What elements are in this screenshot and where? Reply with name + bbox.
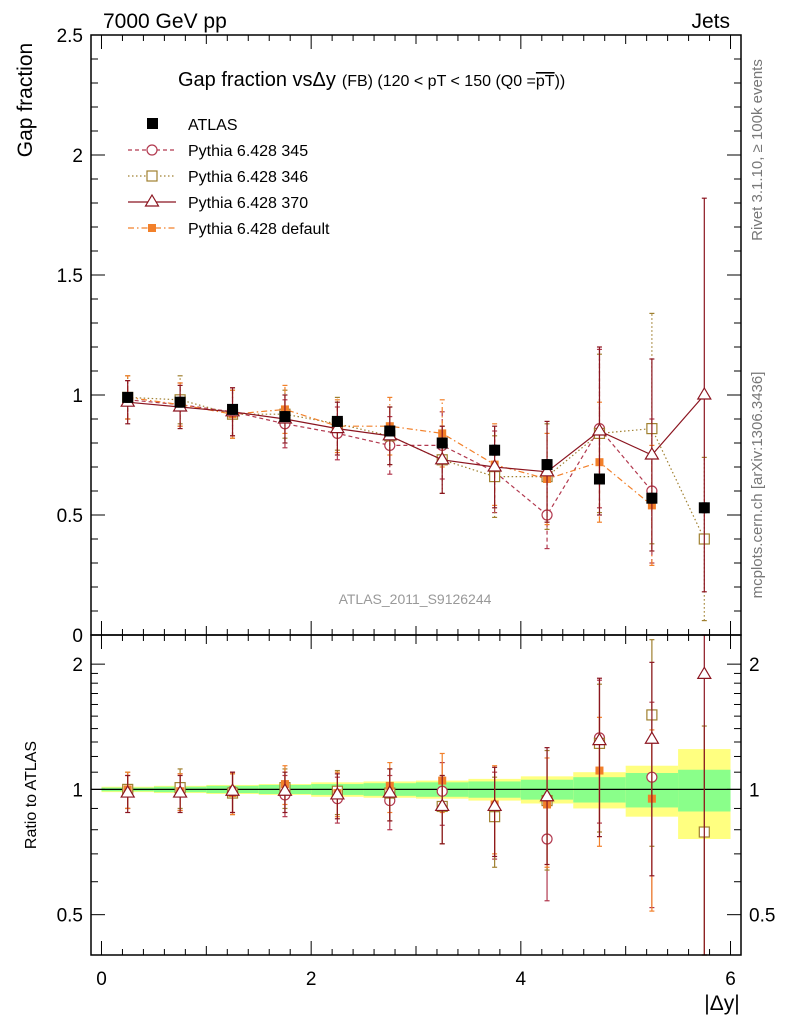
main-point-p370 [644,446,660,460]
xtick-label: 6 [725,969,736,990]
legend-label-p346: Pythia 6.428 346 [188,169,308,186]
main-ytick-label: 1.5 [57,266,83,287]
ratio-point-p370 [539,788,555,802]
ratio-point-p370 [277,783,293,796]
ratio-point-p370 [434,798,450,812]
xlabel: |Δy| [704,992,739,1015]
legend-entry-p345: Pythia 6.428 345 [128,143,308,160]
ratio-point-p370 [487,798,503,812]
legend-entry-pdef: Pythia 6.428 default [128,221,330,238]
legend-marker-p370 [144,193,160,207]
legend-marker-p345 [146,144,158,156]
main-plot-layer [120,197,712,622]
ratio-point-p370 [329,786,345,800]
title-delta: Δy [313,69,336,91]
main-point-atlas [489,444,501,456]
ratio-series-p370 [120,634,712,956]
main-point-p370 [329,420,345,434]
legend-entry-atlas: ATLAS [147,117,238,134]
ratio-ytick-label-right: 0.5 [749,906,775,927]
ratio-plot-layer [91,634,741,956]
main-line-p346 [127,396,705,540]
main-ytick-label: 2.5 [57,26,83,47]
source-label: mcplots.cern.ch [arXiv:1306.3436] [749,372,766,599]
rivet-label: Rivet 3.1.10, ≥ 100k events [749,59,766,241]
axes-layer: 0 0.5 1 1.5 2 2.5 0 2 4 6 0.5 0.5 1 1 2 2 [57,26,776,990]
main-ytick-label: 0.5 [57,506,83,527]
main-point-atlas [541,459,553,471]
main-ytick-label: 2 [72,146,83,167]
main-series-p370 [120,197,712,593]
legend-label-p345: Pythia 6.428 345 [188,143,308,160]
analysis-watermark: ATLAS_2011_S9126244 [339,591,492,607]
legend-label-p370: Pythia 6.428 370 [188,195,308,212]
main-ytick-label: 0 [72,626,83,647]
ratio-ylabel: Ratio to ATLAS [23,741,40,849]
main-point-p370 [591,422,608,436]
main-series-atlas [122,391,710,514]
legend-label-pdef: Pythia 6.428 default [188,221,330,238]
ratio-uncertainty-bands [101,749,731,840]
main-ytick-label: 1 [72,386,83,407]
ratio-ytick-label-right: 2 [749,655,760,676]
ratio-ytick-label-right: 1 [749,780,760,801]
main-series-p346 [122,312,710,622]
main-point-atlas [646,492,658,504]
ratio-point-p370 [644,731,660,744]
process-label: Jets [691,10,730,33]
main-ylabel: Gap fraction [14,43,37,157]
ratio-ytick-label: 1 [72,780,83,801]
main-point-atlas [436,437,448,449]
legend-marker-atlas [147,118,158,129]
ratio-point-p370 [696,666,712,679]
title-main: Gap fraction vs [178,69,313,91]
main-point-atlas [279,411,291,423]
energy-label: 7000 GeV pp [103,10,227,33]
legend-marker-p346 [146,170,158,182]
title-overline: pT [536,73,555,90]
title-suffix: (FB) (120 < pT < 150 (Q0 = [342,73,536,90]
legend-marker-pdef [148,224,156,232]
xtick-label: 2 [306,969,317,990]
main-point-p370 [696,386,712,400]
main-point-atlas [593,473,605,485]
main-point-atlas [227,403,239,415]
legend: ATLAS Pythia 6.428 345 Pythia 6.428 346 … [128,117,330,238]
main-point-atlas [331,415,343,427]
main-point-atlas [122,391,134,403]
ratio-ytick-label: 2 [72,655,83,676]
main-point-atlas [174,396,186,408]
legend-label-atlas: ATLAS [188,117,238,134]
chart-title: Gap fraction vsΔy (FB) (120 < pT < 150 (Q… [178,69,565,91]
xtick-label: 0 [96,969,107,990]
ratio-point-p370 [120,784,136,798]
title-close: )) [555,73,566,90]
ratio-point-p370 [382,784,398,798]
xtick-label: 4 [516,969,527,990]
ratio-ytick-label: 0.5 [57,906,83,927]
main-point-atlas [698,502,710,514]
legend-entry-p370: Pythia 6.428 370 [128,193,308,212]
main-point-p370 [434,451,450,465]
ratio-point-p370 [224,783,241,796]
main-point-atlas [384,425,396,437]
main-point-p370 [539,463,555,477]
main-point-p370 [487,458,503,472]
ratio-point-p370 [591,732,608,746]
ratio-point-p370 [172,784,188,798]
main-line-p370 [127,394,705,473]
legend-entry-p346: Pythia 6.428 346 [128,169,308,186]
